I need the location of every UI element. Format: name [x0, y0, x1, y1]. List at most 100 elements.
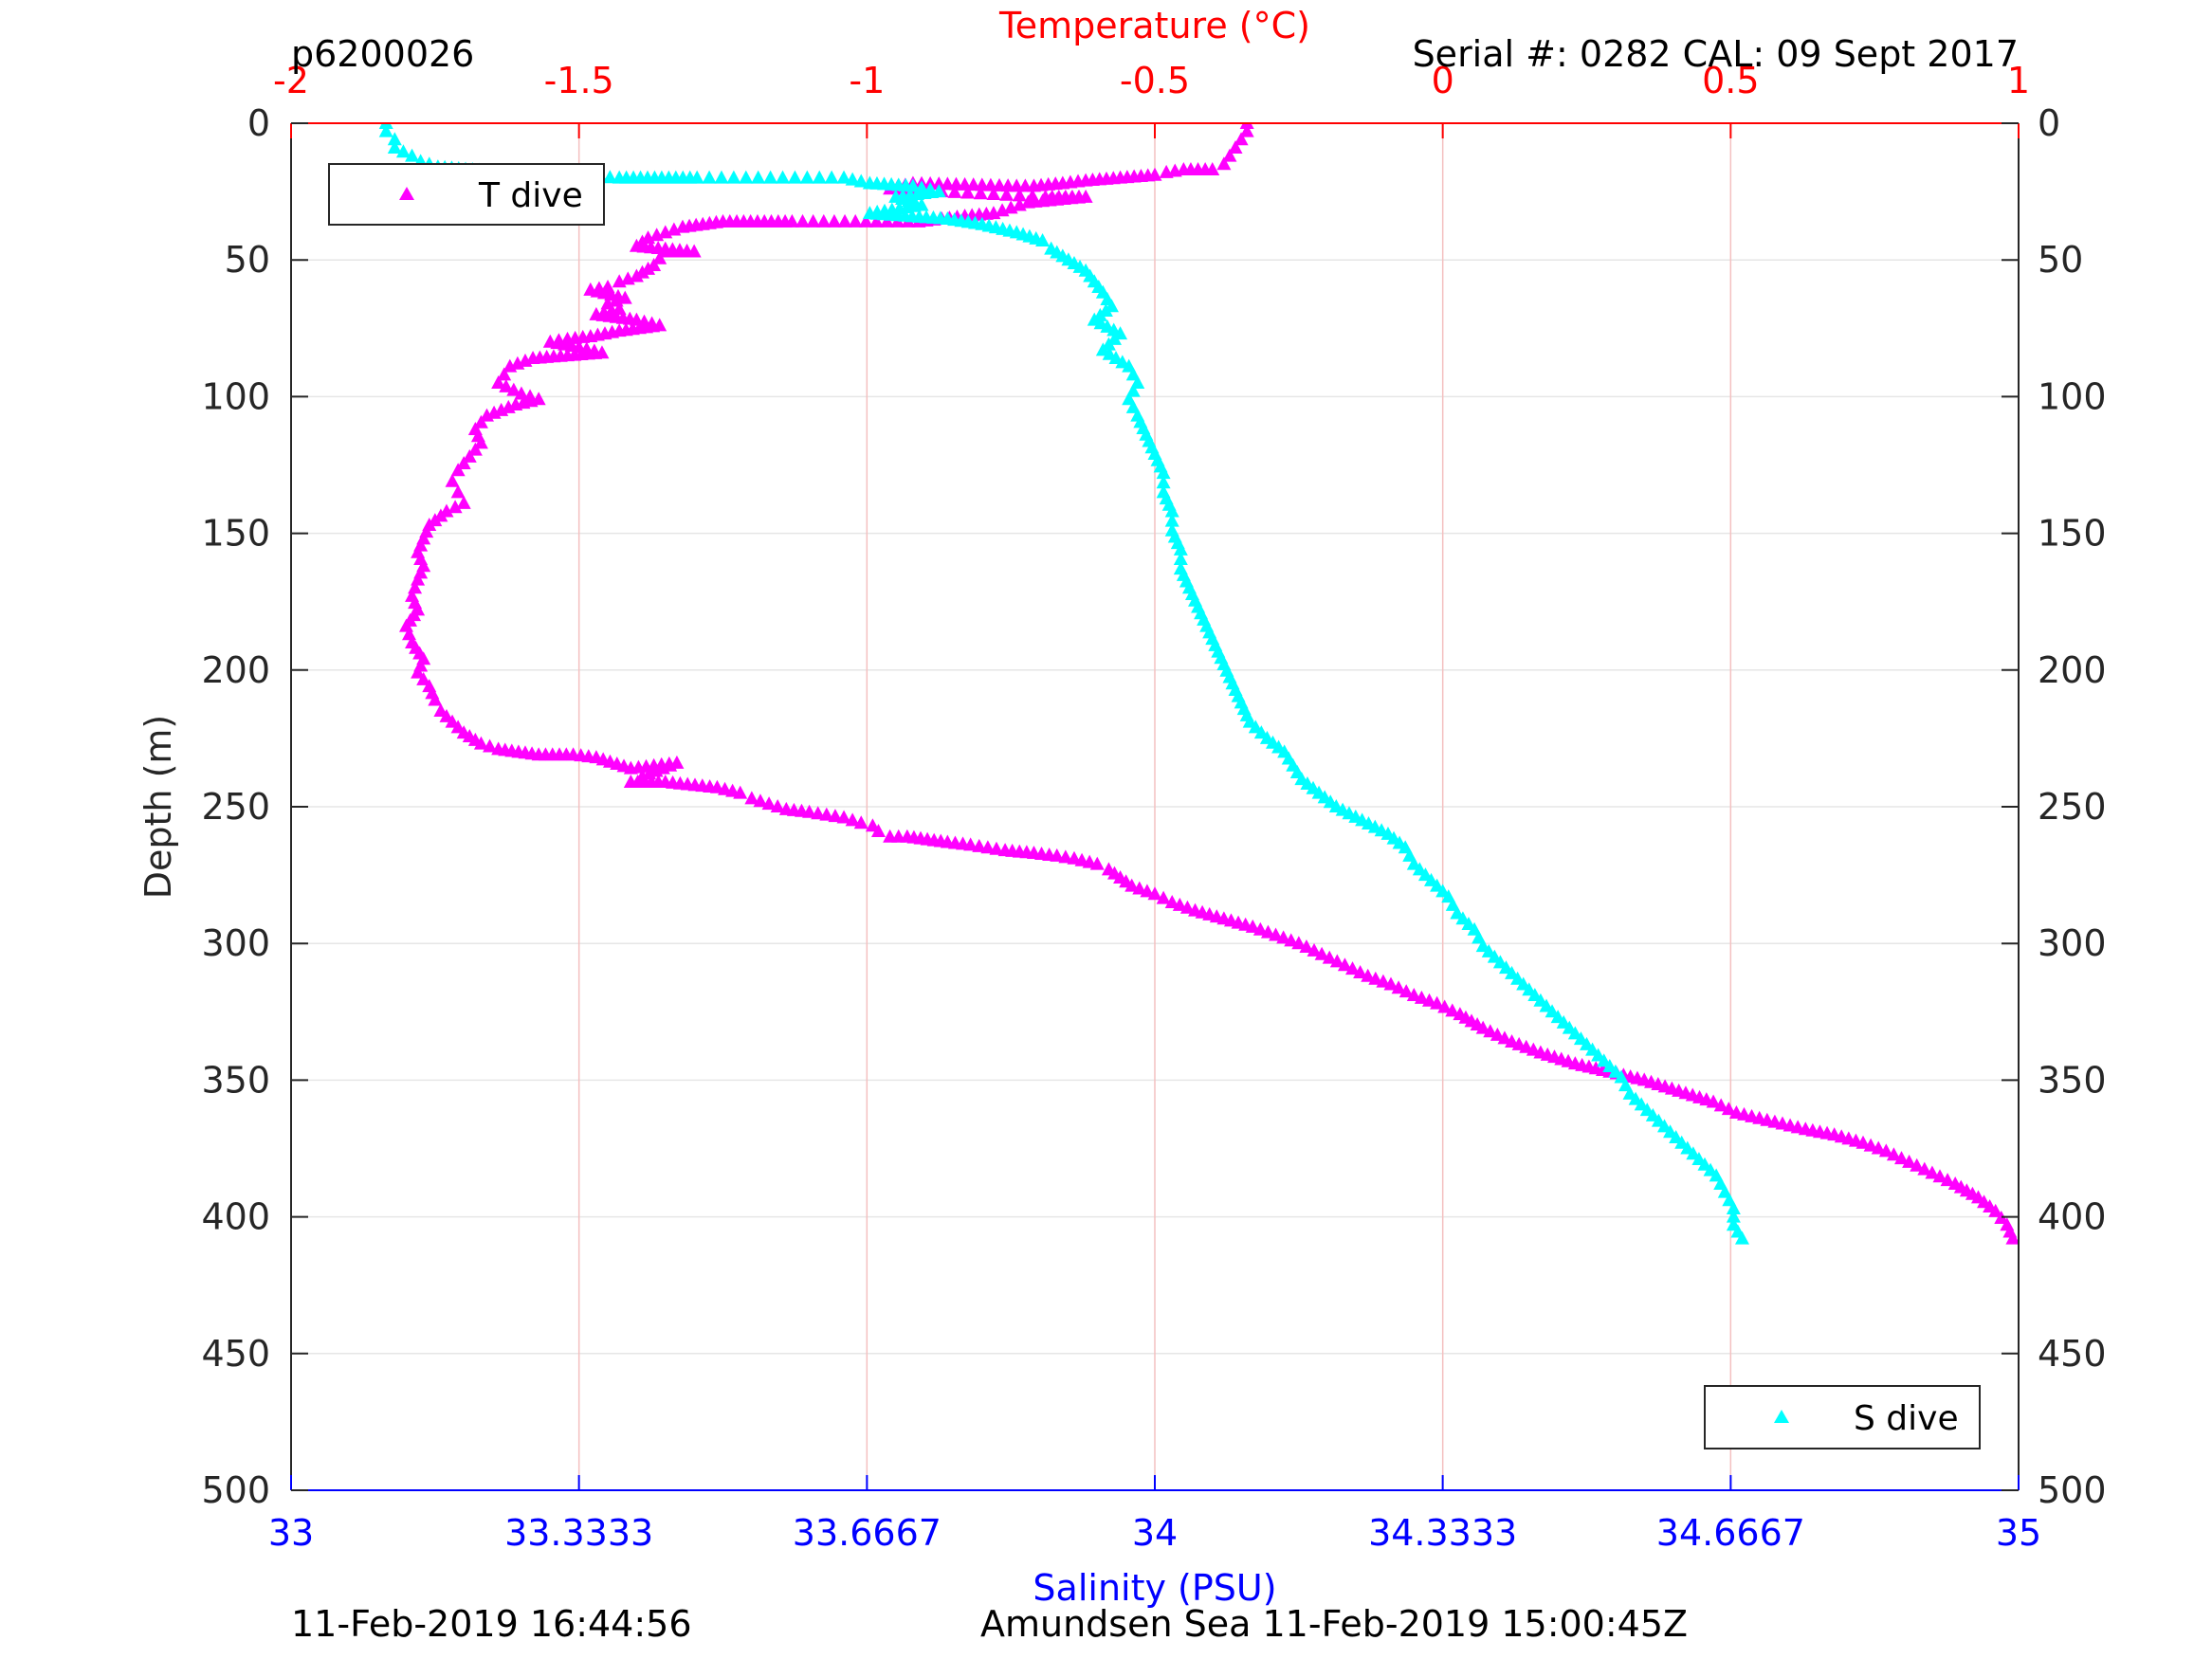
temperature-marker: [1383, 976, 1398, 991]
temperature-marker: [1284, 933, 1299, 947]
top-tick-label: -1.5: [544, 60, 614, 101]
salinity-marker: [1173, 541, 1188, 556]
legend-t-box: [328, 163, 605, 226]
legend-t-marker: [399, 187, 414, 200]
temperature-marker: [1932, 1169, 1947, 1183]
temperature-marker: [963, 837, 978, 851]
bottom-tick-label: 35: [1996, 1512, 2041, 1554]
temperature-marker: [1012, 188, 1027, 202]
temperature-marker: [1147, 886, 1162, 901]
temperature-marker: [733, 785, 748, 799]
left-tick-label: 400: [201, 1196, 270, 1238]
temperature-marker: [972, 838, 987, 852]
temperature-marker: [1329, 954, 1344, 968]
salinity-marker: [387, 139, 402, 154]
temperature-marker: [411, 665, 426, 679]
temperature-marker: [744, 791, 759, 805]
temperature-marker: [1368, 971, 1383, 985]
right-tick-label: 150: [2038, 513, 2107, 555]
top-tick-label: -0.5: [1120, 60, 1190, 101]
right-tick-label: 250: [2038, 786, 2107, 828]
salinity-marker: [1734, 1231, 1749, 1245]
left-tick-label: 500: [201, 1469, 270, 1511]
temperature-marker: [1863, 1138, 1878, 1152]
temperature-marker: [473, 435, 488, 449]
temperature-marker: [1089, 856, 1105, 870]
temperature-marker: [819, 807, 834, 821]
temperature-marker: [675, 219, 690, 233]
temperature-marker: [845, 812, 860, 827]
temperature-marker: [1172, 897, 1187, 911]
temperature-marker: [1414, 990, 1429, 1004]
temperature-marker: [1058, 849, 1073, 864]
temperature-marker: [1345, 961, 1361, 975]
salinity-marker: [739, 170, 754, 184]
salinity-marker: [776, 170, 791, 184]
temperature-marker: [629, 268, 644, 283]
temperature-marker: [1216, 156, 1232, 171]
temperature-marker: [1445, 1003, 1460, 1017]
temperature-marker: [1376, 974, 1391, 988]
temperature-marker: [518, 353, 533, 367]
temperature-marker: [1050, 848, 1065, 862]
temperature-marker: [1406, 987, 1421, 1001]
temperature-marker: [1276, 930, 1291, 944]
temperature-marker: [462, 448, 477, 463]
bottom-tick-label: 33.3333: [504, 1512, 653, 1554]
right-tick-label: 0: [2038, 102, 2060, 144]
temperature-marker: [1156, 890, 1171, 904]
temperature-marker: [467, 442, 483, 456]
salinity-marker: [1156, 475, 1171, 489]
temperature-marker: [1228, 139, 1243, 154]
top-tick-label: -1: [849, 60, 885, 101]
salinity-marker: [799, 170, 814, 184]
temperature-marker: [620, 271, 635, 285]
temperature-marker: [448, 500, 463, 514]
temperature-marker: [1361, 968, 1376, 982]
legend-t-dive: T dive: [328, 163, 605, 226]
salinity-marker: [751, 170, 766, 184]
temperature-marker: [2005, 1231, 2019, 1245]
salinity-marker: [853, 173, 868, 188]
temperature-marker: [848, 213, 863, 228]
temperature-marker: [525, 351, 540, 365]
profile-id: p6200026: [291, 33, 474, 75]
salinity-marker: [405, 148, 420, 162]
temperature-marker: [1003, 200, 1018, 214]
left-tick-label: 200: [201, 649, 270, 691]
temperature-marker: [836, 810, 851, 824]
temperature-marker: [999, 187, 1015, 201]
legend-s-marker: [1774, 1410, 1789, 1423]
temperature-marker: [1234, 132, 1249, 146]
temperature-marker: [1437, 999, 1453, 1013]
temperature-marker: [473, 736, 488, 750]
temperature-marker: [1925, 1165, 1940, 1179]
temperature-marker: [506, 382, 521, 396]
temperature-marker: [986, 186, 1001, 200]
temperature-marker: [499, 378, 514, 392]
temperature-marker: [1391, 980, 1406, 994]
temperature-marker: [667, 222, 682, 236]
salinity-marker: [387, 132, 402, 146]
temperature-marker: [1894, 1151, 1910, 1165]
salinity-marker: [395, 144, 411, 158]
temperature-marker: [1490, 1027, 1505, 1041]
temperature-marker: [1269, 927, 1284, 941]
temperature-marker: [1164, 894, 1179, 908]
top-tick-label: 1: [2007, 60, 2030, 101]
bottom-tick-label: 33.6667: [793, 1512, 941, 1554]
temperature-marker: [483, 738, 498, 753]
temperature-marker: [510, 356, 525, 370]
salinity-marker: [1164, 513, 1179, 527]
salinity-marker: [787, 170, 802, 184]
salinity-marker: [702, 170, 717, 184]
temperature-marker: [980, 840, 996, 854]
salinity-marker: [1726, 1200, 1741, 1214]
top-tick-label: 0.5: [1702, 60, 1759, 101]
temperature-marker: [989, 841, 1004, 855]
temperature-marker: [816, 213, 832, 228]
temperature-marker: [837, 213, 852, 228]
temperature-marker: [827, 213, 842, 228]
salinity-marker: [1164, 503, 1179, 518]
left-tick-label: 150: [201, 513, 270, 555]
